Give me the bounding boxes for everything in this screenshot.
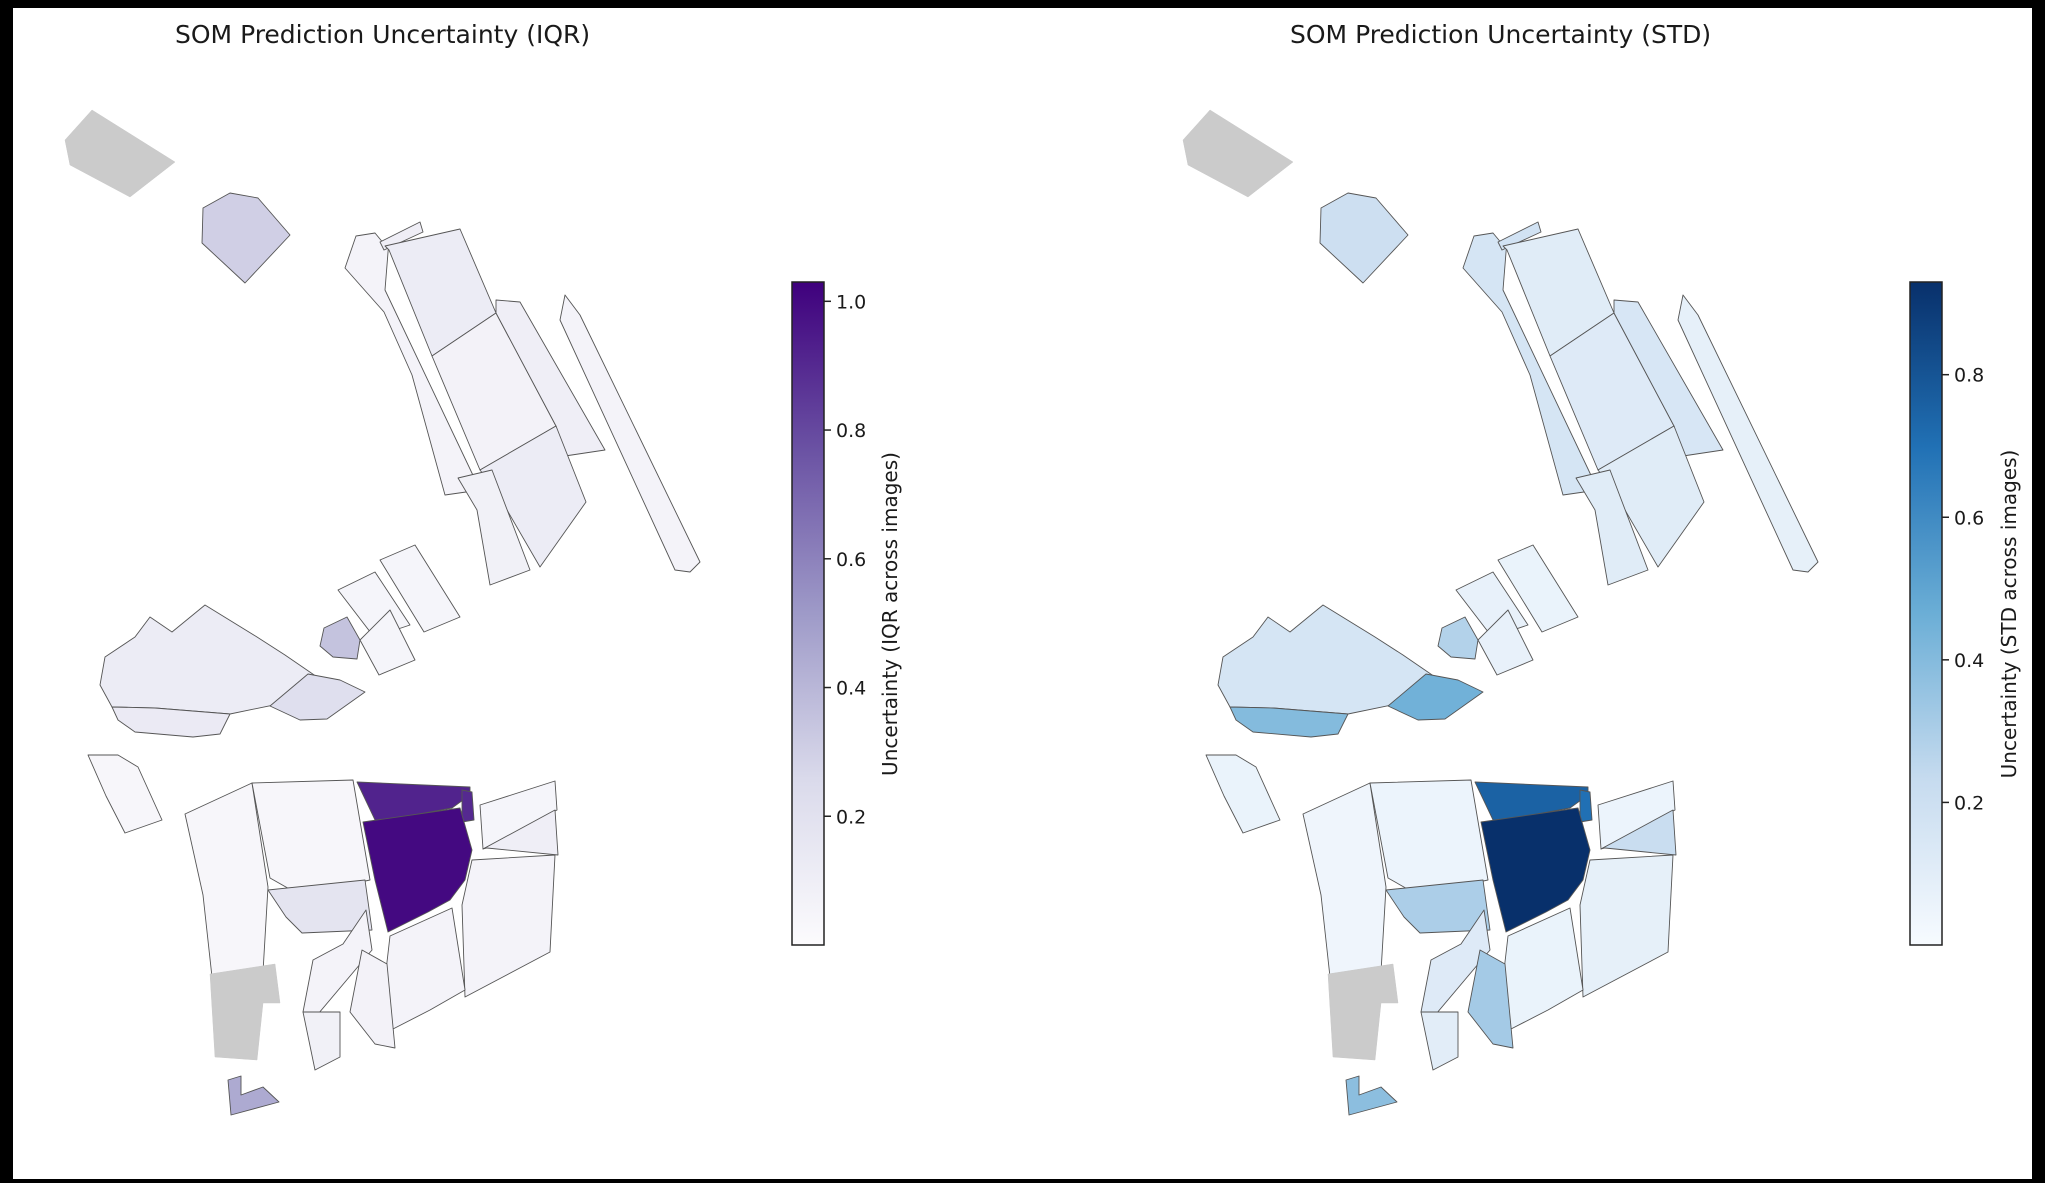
colorbar-tick-label: 0.4	[1954, 650, 1984, 672]
parcel-c-small	[319, 616, 361, 660]
parcel-sw-isle	[1205, 754, 1281, 834]
parcel-nw-small	[201, 192, 291, 284]
colorbar-tick-label: 0.8	[1954, 365, 1984, 387]
parcel-s-top	[1474, 781, 1589, 823]
colorbar-tick-label: 0.8	[836, 420, 866, 442]
parcel-w-east	[1387, 673, 1484, 721]
parcel-s-e1	[1597, 780, 1676, 850]
colorbar-iqr-label: Uncertainty (IQR across images)	[878, 452, 902, 776]
parcel-nw-top	[1182, 109, 1294, 198]
parcel-s-top-r	[461, 789, 475, 823]
colorbar-iqr: 0.2 0.4 0.6 0.8 1.0 Uncertainty (IQR across …	[791, 281, 902, 946]
colorbar-std-label: Uncertainty (STD across images)	[1997, 450, 2021, 779]
parcel-w-low	[1229, 706, 1349, 738]
colorbar-tick-label: 0.4	[836, 678, 866, 700]
parcel-s-e1	[479, 780, 558, 850]
parcel-c-small	[1437, 616, 1479, 660]
parcel-sw-isle	[87, 754, 163, 834]
parcel-s-top	[356, 781, 471, 823]
colorbar-tick-label: 0.2	[1954, 792, 1984, 814]
parcel-block-n4	[457, 469, 531, 586]
parcel-tiny-n	[1497, 221, 1542, 251]
parcel-s-e3	[1579, 854, 1674, 998]
colorbar-std-ramp	[1909, 281, 1943, 946]
colorbar-tick-label: 1.0	[836, 291, 866, 313]
parcel-s-w1	[184, 782, 269, 978]
colorbar-tick-label: 0.2	[836, 806, 866, 828]
parcel-c-b	[379, 544, 461, 633]
map-std	[1182, 109, 1819, 1116]
parcel-c-c	[359, 609, 416, 676]
colorbar-tick-label: 0.6	[1954, 507, 1984, 529]
panel-title-iqr: SOM Prediction Uncertainty (IQR)	[175, 20, 591, 49]
parcel-s-dark	[1480, 807, 1591, 933]
parcel-rail	[1677, 294, 1819, 573]
parcel-tiny-n	[379, 221, 424, 251]
parcel-s-c	[1420, 1011, 1459, 1071]
parcel-nw-top	[64, 109, 176, 198]
colorbar-std: 0.2 0.4 0.6 0.8 Uncertainty (STD across ima…	[1909, 281, 2021, 946]
parcel-s-mid	[267, 879, 373, 934]
parcel-s-e2	[482, 809, 559, 856]
panel-title-std: SOM Prediction Uncertainty (STD)	[1290, 20, 1712, 49]
parcel-s-b	[349, 949, 396, 1049]
parcel-s-e2	[1600, 809, 1677, 856]
parcel-nw-small	[1319, 192, 1409, 284]
parcel-w-low	[111, 706, 231, 738]
parcel-c-b	[1497, 544, 1579, 633]
parcel-s-w2	[1369, 779, 1489, 896]
colorbar-tick-label: 0.6	[836, 549, 866, 571]
parcel-s-w2	[251, 779, 371, 896]
parcel-s-south	[227, 1075, 280, 1116]
parcel-s-top-r	[1579, 789, 1593, 823]
parcel-rail	[559, 294, 701, 573]
parcel-s-b	[1467, 949, 1514, 1049]
parcel-c-c	[1477, 609, 1534, 676]
parcel-w-east	[269, 673, 366, 721]
colorbar-iqr-ramp	[791, 281, 825, 946]
parcel-s-e3	[461, 854, 556, 998]
parcel-s-w1	[1302, 782, 1387, 978]
parcel-s-dark	[362, 807, 473, 933]
parcel-s-south	[1345, 1075, 1398, 1116]
parcel-s-gray	[209, 963, 281, 1061]
parcel-strip-a	[344, 232, 481, 496]
parcel-block-n4	[1575, 469, 1649, 586]
parcel-s-mid	[1385, 879, 1491, 934]
parcel-s-gray	[1327, 963, 1399, 1061]
map-iqr	[64, 109, 701, 1116]
parcel-s-c	[302, 1011, 341, 1071]
parcel-strip-a	[1462, 232, 1599, 496]
